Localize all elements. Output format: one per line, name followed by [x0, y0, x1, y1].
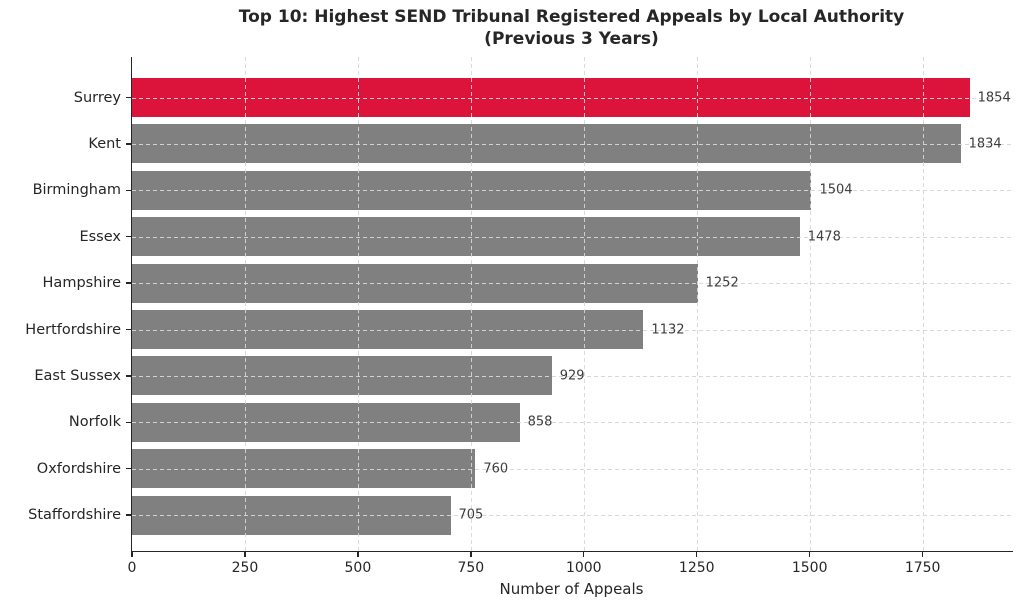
x-tick-label-0: 0	[127, 560, 137, 576]
x-tick-label-500: 500	[344, 560, 372, 576]
x-gridline-1250	[696, 57, 698, 551]
y-tick-mark-east-sussex	[126, 375, 132, 377]
value-label-east-sussex: 929	[559, 368, 585, 384]
x-axis-label: Number of Appeals	[499, 580, 644, 598]
y-tick-mark-hampshire	[126, 282, 132, 284]
value-label-norfolk: 858	[527, 414, 553, 430]
x-tick-mark-1500	[808, 551, 811, 557]
chart-title-line2: (Previous 3 Years)	[484, 29, 659, 49]
y-tick-mark-staffordshire	[126, 514, 132, 516]
y-tick-mark-kent	[126, 143, 132, 145]
y-gridline-norfolk	[132, 422, 1013, 424]
x-tick-mark-250	[244, 551, 246, 557]
x-tick-label-750: 750	[457, 560, 485, 576]
y-tick-mark-norfolk	[126, 421, 132, 423]
y-gridline-east-sussex	[132, 375, 1013, 377]
category-label-hertfordshire: Hertfordshire	[25, 321, 121, 338]
value-label-staffordshire: 705	[458, 507, 484, 523]
x-gridline-250	[244, 57, 246, 551]
y-gridline-hertfordshire	[132, 329, 1013, 331]
x-tick-label-1000: 1000	[565, 560, 602, 576]
y-gridline-hampshire	[132, 283, 1013, 285]
category-label-hampshire: Hampshire	[42, 275, 121, 292]
x-tick-mark-750	[470, 551, 472, 557]
y-gridline-kent	[132, 143, 1013, 145]
value-label-surrey: 1854	[977, 90, 1011, 105]
y-gridline-staffordshire	[132, 515, 1013, 517]
x-tick-mark-1250	[696, 551, 698, 557]
category-label-surrey: Surrey	[73, 89, 121, 106]
category-label-kent: Kent	[88, 135, 121, 152]
x-gridline-750	[470, 57, 472, 551]
x-tick-mark-1750	[921, 551, 924, 557]
category-label-staffordshire: Staffordshire	[28, 507, 121, 524]
category-label-norfolk: Norfolk	[68, 414, 121, 431]
x-tick-mark-1000	[583, 551, 585, 557]
x-tick-label-1500: 1500	[791, 560, 828, 576]
y-gridline-surrey	[132, 97, 1013, 99]
y-tick-mark-oxfordshire	[126, 468, 132, 470]
chart-title-line1: Top 10: Highest SEND Tribunal Registered…	[238, 7, 905, 27]
x-gridline-500	[357, 57, 359, 551]
x-gridline-1000	[583, 57, 585, 551]
value-label-kent: 1834	[968, 136, 1002, 152]
value-label-essex: 1478	[807, 229, 841, 245]
y-tick-mark-essex	[126, 236, 132, 238]
category-label-east-sussex: East Sussex	[34, 367, 121, 384]
x-tick-label-1750: 1750	[904, 560, 941, 576]
category-label-essex: Essex	[79, 228, 121, 245]
category-label-oxfordshire: Oxfordshire	[36, 460, 121, 477]
x-gridline-1500	[809, 57, 811, 551]
y-tick-mark-birmingham	[126, 189, 132, 191]
y-gridline-birmingham	[132, 190, 1013, 192]
plot-area: 0 250 500 750 1000 1250 1500 1750 Surrey 1854 Kent…	[25, 57, 1013, 576]
x-tick-mark-500	[357, 551, 359, 557]
x-tick-label-250: 250	[231, 560, 259, 576]
x-tick-mark-0	[131, 551, 133, 557]
value-label-hampshire: 1252	[705, 275, 739, 291]
chart-title: Top 10: Highest SEND Tribunal Registered…	[131, 6, 1012, 50]
x-tick-label-1250: 1250	[678, 560, 715, 576]
y-tick-mark-hertfordshire	[126, 328, 132, 331]
x-gridline-1750	[922, 57, 924, 551]
y-gridline-essex	[132, 236, 1013, 238]
value-label-birmingham: 1504	[819, 182, 853, 198]
value-label-oxfordshire: 760	[483, 461, 509, 477]
y-tick-mark-surrey	[126, 96, 132, 99]
value-label-hertfordshire: 1132	[651, 322, 685, 337]
category-label-birmingham: Birmingham	[32, 182, 121, 199]
y-gridline-oxfordshire	[132, 468, 1013, 470]
